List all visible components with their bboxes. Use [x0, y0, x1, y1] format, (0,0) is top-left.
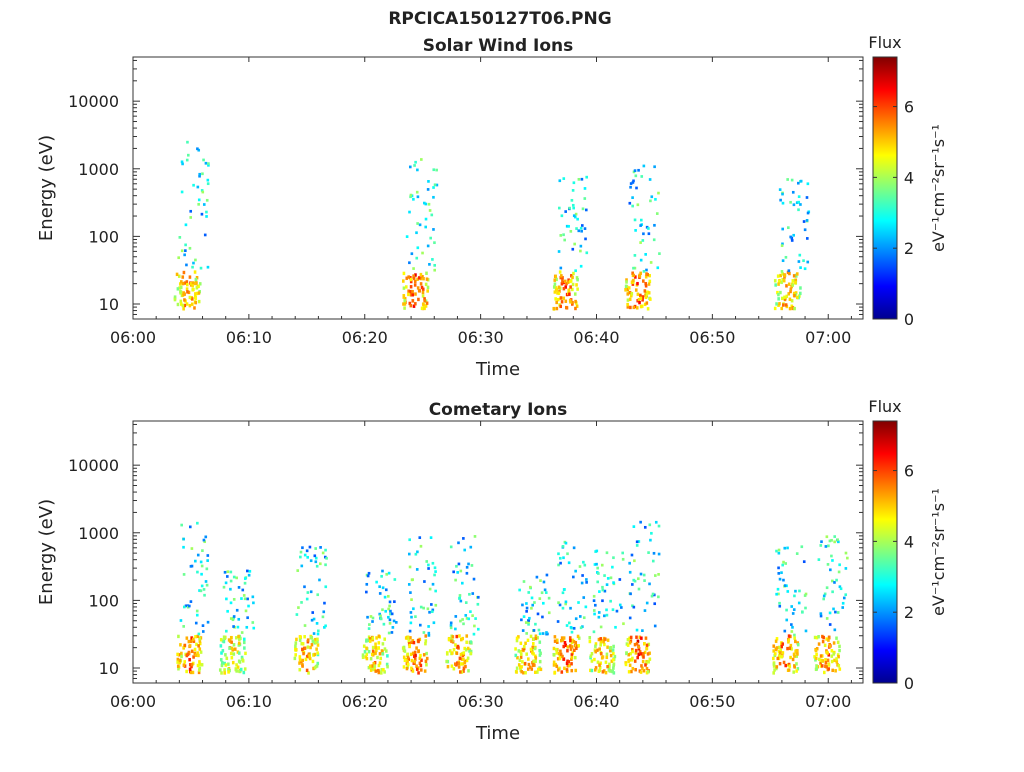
y-tick-label: 10 [99, 659, 119, 678]
colorbar-tick-label: 2 [904, 239, 914, 258]
plot-frame [132, 56, 864, 320]
x-tick-label: 06:30 [458, 692, 504, 711]
burst-4 [773, 178, 811, 311]
burst-8 [588, 549, 625, 675]
colorbar-tick-label: 0 [904, 674, 914, 693]
x-tick-label: 07:00 [805, 328, 851, 347]
burst-3 [624, 164, 661, 311]
colorbar-gradient [872, 420, 898, 684]
burst-9 [624, 520, 661, 675]
burst-4 [401, 536, 438, 675]
colorbar-tick-label: 4 [904, 532, 914, 551]
x-tick-label: 06:10 [226, 328, 272, 347]
colorbar-tick-label: 4 [904, 168, 914, 187]
y-tick-label: 10000 [68, 92, 119, 111]
burst-6 [514, 573, 551, 675]
panel-title: Cometary Ions [429, 400, 568, 420]
colorbar-label: eV⁻¹cm⁻²sr⁻¹s⁻¹ [929, 488, 948, 616]
colorbar: Flux 0 2 4 6 eV⁻¹cm⁻²sr⁻¹s⁻¹ [868, 33, 948, 329]
spectrogram [173, 140, 811, 311]
x-tick-label: 06:40 [573, 328, 619, 347]
y-tick-label: 10000 [68, 456, 119, 475]
y-axis-label: Energy (eV) [36, 499, 57, 605]
x-tick-label: 06:00 [110, 692, 156, 711]
colorbar-tick-label: 6 [904, 98, 914, 117]
colorbar-gradient [872, 56, 898, 320]
burst-2 [293, 545, 328, 675]
x-tick-label: 06:40 [573, 692, 619, 711]
figure-title: RPCICA150127T06.PNG [388, 9, 611, 29]
burst-10 [772, 545, 808, 675]
panel-title: Solar Wind Ions [423, 36, 574, 56]
burst-1 [402, 158, 439, 311]
x-tick-label: 06:50 [689, 328, 735, 347]
colorbar-title: Flux [868, 33, 901, 52]
y-tick-label: 1000 [78, 160, 119, 179]
x-tick-label: 06:30 [458, 328, 504, 347]
x-tick-label: 06:20 [342, 692, 388, 711]
y-axis-label: Energy (eV) [36, 135, 57, 241]
burst-0 [176, 521, 210, 675]
burst-0 [173, 140, 210, 311]
y-tick-label: 100 [88, 591, 119, 610]
burst-3 [361, 569, 398, 675]
burst-5 [445, 535, 480, 674]
x-tick-label: 06:00 [110, 328, 156, 347]
colorbar-title: Flux [868, 397, 901, 416]
x-tick-label: 06:10 [226, 692, 272, 711]
colorbar-label: eV⁻¹cm⁻²sr⁻¹s⁻¹ [929, 124, 948, 252]
plot-frame [132, 420, 864, 684]
spectrogram [176, 520, 849, 675]
burst-7 [552, 540, 588, 675]
x-tick-label: 06:20 [342, 328, 388, 347]
x-tick-label: 06:50 [689, 692, 735, 711]
colorbar-tick-label: 0 [904, 310, 914, 329]
colorbar-tick-label: 2 [904, 603, 914, 622]
x-axis-label: Time [475, 359, 520, 380]
x-axis-label: Time [475, 723, 520, 744]
burst-11 [813, 535, 849, 675]
x-tick-label: 07:00 [805, 692, 851, 711]
panel-0: Solar Wind Ions 06:00 06:10 06:20 06:30 06:40… [36, 33, 948, 380]
y-tick-label: 1000 [78, 524, 119, 543]
burst-1 [218, 569, 256, 675]
colorbar-tick-label: 6 [904, 462, 914, 481]
burst-2 [552, 175, 589, 311]
y-tick-label: 10 [99, 295, 119, 314]
y-tick-label: 100 [88, 227, 119, 246]
colorbar: Flux 0 2 4 6 eV⁻¹cm⁻²sr⁻¹s⁻¹ [868, 397, 948, 693]
